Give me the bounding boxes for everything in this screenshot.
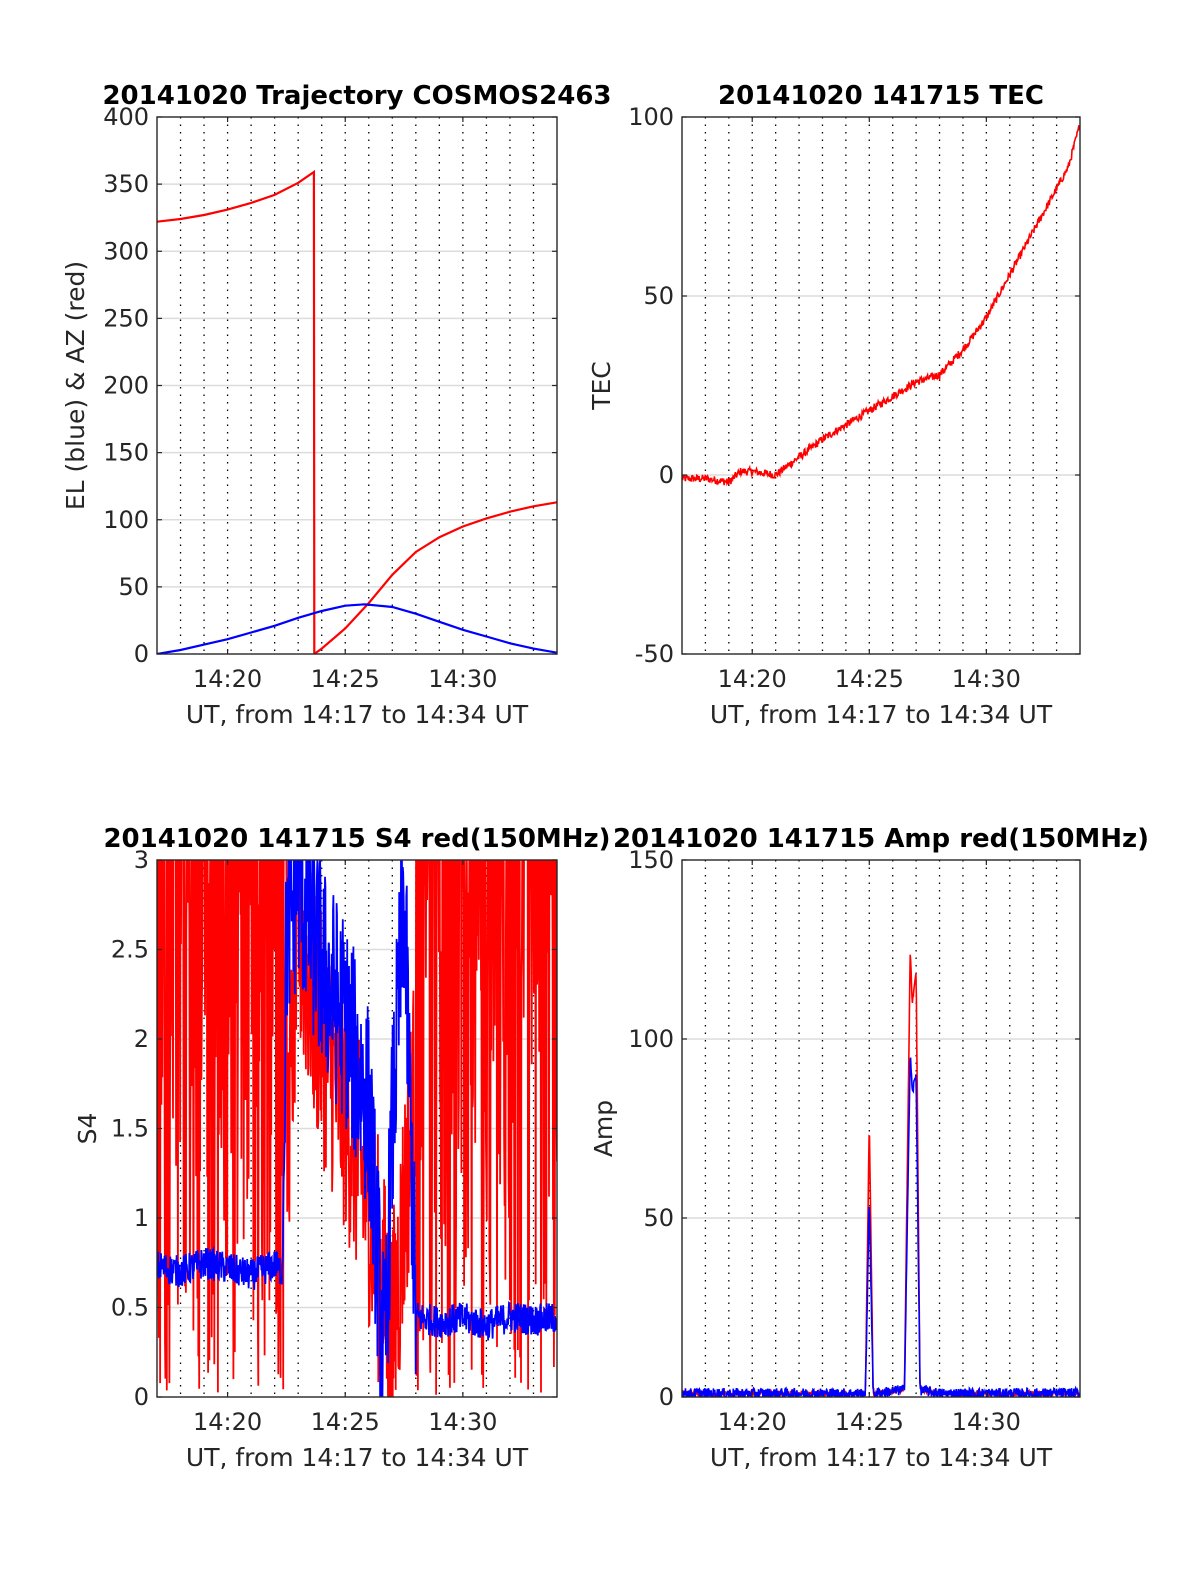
- x-tick-label: 14:20: [193, 1408, 262, 1436]
- y-axis-label: Amp: [589, 1100, 618, 1157]
- y-tick-label: 250: [103, 304, 149, 332]
- y-tick-label: 300: [103, 237, 149, 265]
- x-tick-label: 14:30: [428, 665, 497, 693]
- y-axis-label: S4: [73, 1113, 102, 1145]
- x-tick-label: 14:20: [718, 665, 787, 693]
- chart-panel-1: 0 50 100 150 200 250 300 350 400 14:20 14:25 14:30 2…: [61, 81, 612, 729]
- y-tick-label: 400: [103, 103, 149, 131]
- axes-frame: [681, 859, 1081, 1398]
- y-tick-label: 50: [643, 1204, 674, 1232]
- y-tick-label: 0.5: [111, 1294, 149, 1322]
- y-tick-label: 0: [134, 1383, 149, 1411]
- y-tick-label: 100: [103, 506, 149, 534]
- x-axis-label: UT, from 14:17 to 14:34 UT: [186, 700, 529, 729]
- x-tick-label: 14:20: [193, 665, 262, 693]
- x-axis-label: UT, from 14:17 to 14:34 UT: [710, 1443, 1053, 1472]
- y-tick-label: 200: [103, 372, 149, 400]
- y-tick-label: 50: [118, 573, 149, 601]
- y-tick-label: 3: [134, 846, 149, 874]
- y-tick-label: 2: [134, 1025, 149, 1053]
- chart-panel-2: -50 0 50 100 14:20 14:25 14:30 20141020 141715 …: [587, 81, 1081, 729]
- x-tick-label: 14:25: [311, 1408, 380, 1436]
- x-axis-label: UT, from 14:17 to 14:34 UT: [186, 1443, 529, 1472]
- y-tick-label: -50: [635, 640, 674, 668]
- series-group: [682, 125, 1080, 487]
- series-group: [157, 169, 557, 654]
- y-tick-label: 100: [628, 103, 674, 131]
- series-line-tec: [682, 125, 1080, 487]
- series-line-el: [157, 603, 557, 654]
- series-group: [157, 860, 557, 1397]
- plot-area: [682, 117, 1080, 654]
- x-tick-label: 14:30: [428, 1408, 497, 1436]
- series-line-az: [157, 169, 557, 654]
- y-tick-label: 1: [134, 1204, 149, 1232]
- axes-frame: [681, 116, 1081, 655]
- y-axis-label: EL (blue) & AZ (red): [61, 261, 90, 510]
- x-tick-label: 14:30: [952, 665, 1021, 693]
- chart-title: 20141020 141715 TEC: [718, 81, 1044, 111]
- series-group: [682, 954, 1080, 1397]
- chart-panel-4: 0 50 100 150 14:20 14:25 14:30 20141020 141715 …: [589, 824, 1149, 1472]
- y-axis-label: TEC: [587, 361, 616, 411]
- y-tick-label: 150: [628, 846, 674, 874]
- x-tick-label: 14:25: [311, 665, 380, 693]
- x-tick-label: 14:25: [835, 665, 904, 693]
- y-tick-label: 50: [643, 282, 674, 310]
- y-tick-label: 350: [103, 170, 149, 198]
- y-tick-label: 1.5: [111, 1115, 149, 1143]
- y-tick-label: 0: [659, 1383, 674, 1411]
- y-tick-label: 0: [659, 461, 674, 489]
- chart-title: 20141020 141715 S4 red(150MHz): [103, 824, 610, 854]
- x-axis-label: UT, from 14:17 to 14:34 UT: [710, 700, 1053, 729]
- x-tick-label: 14:30: [952, 1408, 1021, 1436]
- chart-panel-3: 0 0.5 1 1.5 2 2.5 3 14:20 14:25 14:30 20141020 141…: [73, 824, 611, 1472]
- y-tick-label: 100: [628, 1025, 674, 1053]
- x-tick-label: 14:20: [718, 1408, 787, 1436]
- plot-area: [682, 860, 1080, 1397]
- series-line-s4-blue: [157, 860, 557, 1397]
- y-tick-label: 150: [103, 439, 149, 467]
- x-tick-label: 14:25: [835, 1408, 904, 1436]
- y-tick-label: 2.5: [111, 936, 149, 964]
- chart-title: 20141020 141715 Amp red(150MHz): [613, 824, 1149, 854]
- y-tick-label: 0: [134, 640, 149, 668]
- chart-title: 20141020 Trajectory COSMOS2463: [102, 81, 611, 111]
- series-line-amp-blue: [682, 1057, 1080, 1397]
